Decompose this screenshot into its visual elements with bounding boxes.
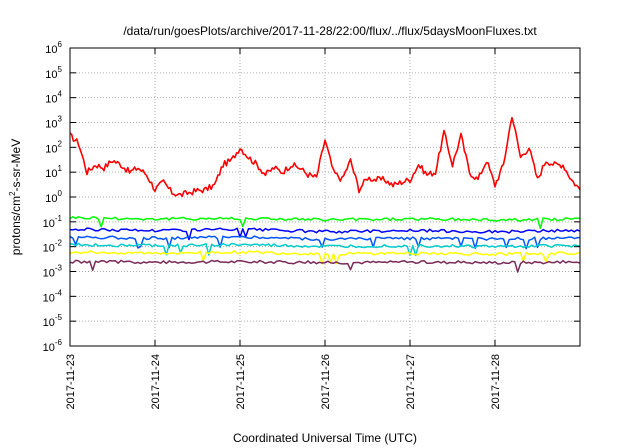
chart-title: /data/run/goesPlots/archive/2017-11-28/2… xyxy=(123,24,537,38)
series-line xyxy=(69,250,581,265)
y-tick-label: 10-1 xyxy=(43,214,63,230)
x-axis-label: Coordinated Universal Time (UTC) xyxy=(233,431,417,445)
axes: 10-6 10-5 10-4 10-3 10-2 10-1 100 101 102 103 104 1… xyxy=(43,40,580,409)
series-line xyxy=(69,242,581,257)
x-tick-label: 2017-11-28 xyxy=(490,354,502,409)
y-tick-label: 100 xyxy=(45,189,62,205)
x-tick-label: 2017-11-27 xyxy=(405,354,417,409)
y-axis-label: protons/cm2-s-sr-MeV xyxy=(8,139,23,255)
y-tick-label: 105 xyxy=(45,65,62,81)
series-line xyxy=(69,259,581,273)
series-line xyxy=(69,216,580,230)
y-tick-label: 10-2 xyxy=(43,239,63,255)
y-tick-label: 103 xyxy=(45,115,62,131)
x-tick-label: 2017-11-25 xyxy=(235,354,247,409)
series-line xyxy=(70,227,581,241)
y-tick-label: 10-6 xyxy=(43,338,63,354)
x-tick-label: 2017-11-23 xyxy=(65,354,77,409)
y-tick-label: 104 xyxy=(45,90,62,106)
y-tick-label: 106 xyxy=(45,40,62,56)
series-layer xyxy=(69,116,581,273)
y-tick-label: 10-5 xyxy=(43,313,63,329)
grid xyxy=(70,47,580,347)
y-tick-label: 102 xyxy=(45,139,62,155)
series-line xyxy=(69,235,581,250)
y-tick-label: 101 xyxy=(45,164,62,180)
x-tick-label: 2017-11-26 xyxy=(320,354,332,409)
series-line xyxy=(69,116,581,198)
x-tick-label: 2017-11-24 xyxy=(150,354,162,409)
y-tick-label: 10-3 xyxy=(43,264,63,280)
y-tick-label: 10-4 xyxy=(43,288,63,304)
